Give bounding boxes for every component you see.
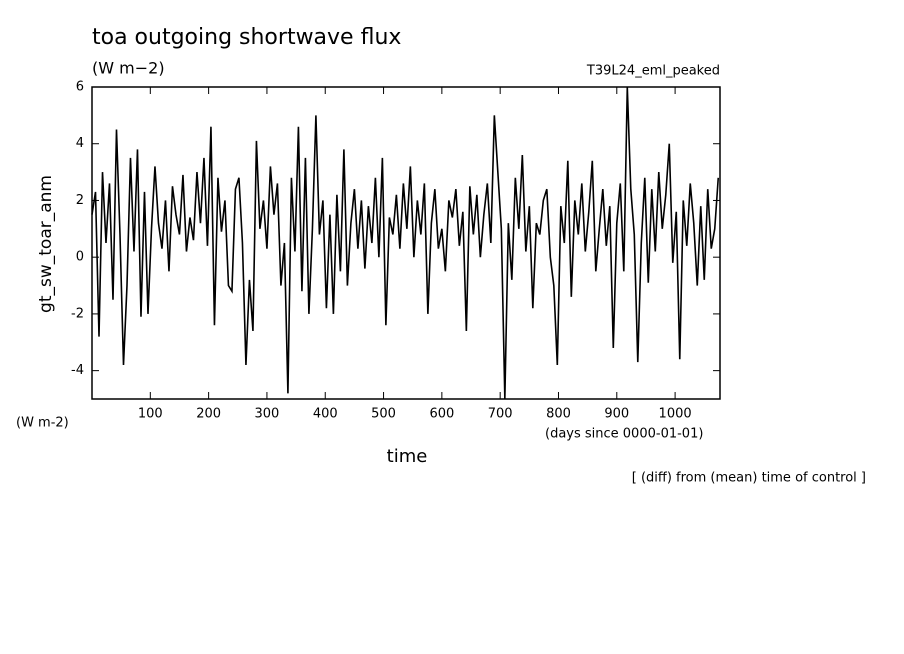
x-unit: (days since 0000-01-01): [545, 427, 703, 442]
note: [ (diff) from (mean) time of control ]: [632, 471, 866, 486]
subtitle: (W m−2): [92, 59, 165, 78]
x-tick-label: 900: [604, 407, 629, 422]
x-axis-label: time: [387, 446, 428, 467]
y-tick-label: 6: [76, 80, 84, 95]
x-tick-label: 500: [371, 407, 396, 422]
x-tick-label: 600: [429, 407, 454, 422]
x-tick-label: 700: [488, 407, 513, 422]
x-tick-label: 200: [196, 407, 221, 422]
y-tick-label: -4: [71, 363, 84, 378]
y-tick-label: 4: [76, 136, 84, 151]
y-unit: (W m-2): [16, 416, 69, 431]
x-tick-label: 100: [138, 407, 163, 422]
y-tick-label: 2: [76, 193, 84, 208]
chart-title: toa outgoing shortwave flux: [92, 25, 401, 50]
x-tick-label: 1000: [659, 407, 692, 422]
y-tick-label: -2: [71, 306, 84, 321]
annotation: T39L24_eml_peaked: [586, 64, 720, 79]
x-tick-label: 800: [546, 407, 571, 422]
x-tick-label: 400: [313, 407, 338, 422]
plot-frame: [91, 86, 721, 400]
x-tick-label: 300: [255, 407, 280, 422]
y-tick-label: 0: [76, 250, 84, 265]
data-line: [91, 86, 720, 400]
y-axis-label: gt_sw_toar_anm: [36, 175, 56, 313]
